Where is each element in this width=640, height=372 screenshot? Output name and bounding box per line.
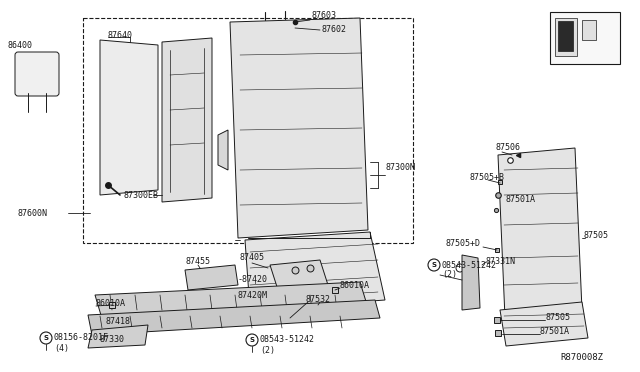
Text: 87505+B: 87505+B	[470, 173, 505, 183]
Text: 87420M: 87420M	[238, 291, 268, 299]
Text: 87506: 87506	[495, 144, 520, 153]
Text: 86400: 86400	[7, 42, 32, 51]
Circle shape	[428, 259, 440, 271]
Polygon shape	[162, 38, 212, 202]
Polygon shape	[245, 232, 385, 310]
Circle shape	[173, 52, 177, 58]
Polygon shape	[230, 18, 368, 238]
Circle shape	[195, 52, 200, 58]
Text: (2): (2)	[442, 269, 457, 279]
Polygon shape	[100, 40, 158, 195]
Text: S: S	[250, 337, 255, 343]
Circle shape	[40, 332, 52, 344]
Text: 08156-8201F: 08156-8201F	[54, 334, 109, 343]
Circle shape	[456, 264, 464, 272]
Text: 87603: 87603	[312, 12, 337, 20]
Text: (4): (4)	[54, 343, 69, 353]
Circle shape	[246, 334, 258, 346]
Polygon shape	[498, 148, 582, 318]
Text: 08543-51242: 08543-51242	[442, 260, 497, 269]
Polygon shape	[270, 260, 328, 290]
Polygon shape	[185, 265, 238, 290]
Text: 87640: 87640	[108, 32, 133, 41]
FancyBboxPatch shape	[15, 52, 59, 96]
Text: S: S	[44, 335, 49, 341]
Polygon shape	[218, 130, 228, 170]
Text: 87602: 87602	[322, 26, 347, 35]
Polygon shape	[462, 255, 480, 310]
Polygon shape	[95, 282, 368, 322]
Text: 87300M: 87300M	[385, 164, 415, 173]
Bar	[83, 18, 413, 243]
Text: 86010A: 86010A	[96, 298, 126, 308]
Text: R870008Z: R870008Z	[560, 353, 603, 362]
Text: 87505: 87505	[583, 231, 608, 240]
Text: 87455: 87455	[185, 257, 210, 266]
Polygon shape	[88, 300, 380, 335]
Circle shape	[605, 15, 615, 25]
Text: 08543-51242: 08543-51242	[260, 336, 315, 344]
Bar	[550, 12, 620, 64]
Text: 87600N: 87600N	[17, 208, 47, 218]
Text: -87420: -87420	[238, 276, 268, 285]
Text: (2): (2)	[260, 346, 275, 355]
Polygon shape	[500, 302, 588, 346]
Text: 86010A: 86010A	[340, 280, 370, 289]
Bar	[555, 18, 577, 56]
Text: 87501A: 87501A	[505, 196, 535, 205]
Text: 87501A: 87501A	[540, 327, 570, 337]
Text: S: S	[431, 262, 436, 268]
Text: 87405: 87405	[240, 253, 265, 263]
Polygon shape	[88, 325, 148, 348]
Bar	[582, 20, 596, 40]
Text: 87418: 87418	[105, 317, 130, 327]
Text: 87331N: 87331N	[485, 257, 515, 266]
Text: 87300EB: 87300EB	[123, 190, 158, 199]
Text: 87505: 87505	[545, 314, 570, 323]
Circle shape	[195, 183, 200, 187]
Text: 87505+D: 87505+D	[445, 238, 480, 247]
Bar	[558, 21, 573, 51]
Text: 87330: 87330	[100, 336, 125, 344]
Text: 87532: 87532	[305, 295, 330, 305]
Circle shape	[173, 183, 177, 187]
